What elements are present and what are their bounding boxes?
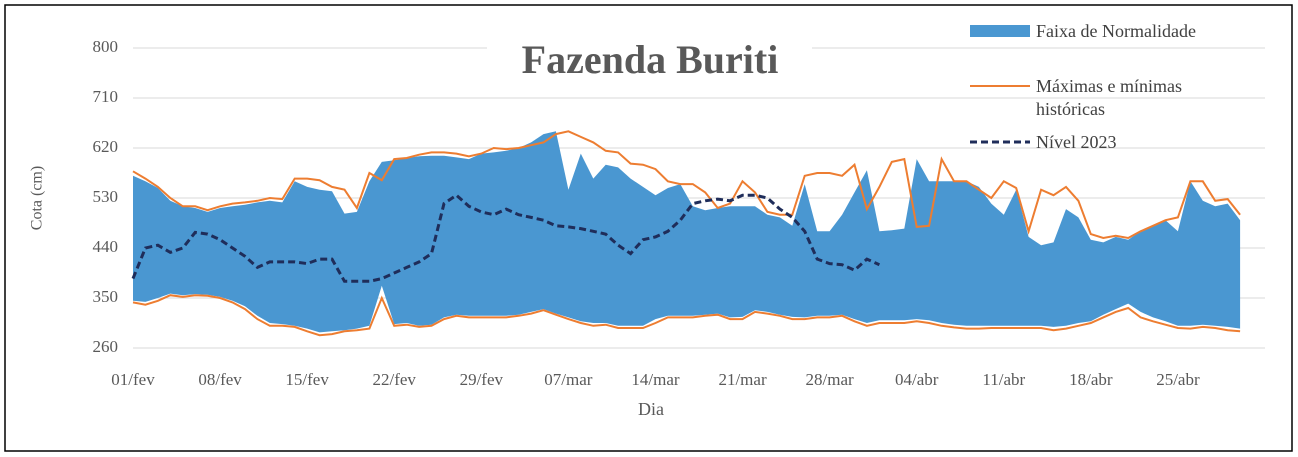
- x-tick-label: 22/fev: [373, 370, 417, 389]
- x-tick-label: 18/abr: [1069, 370, 1113, 389]
- historic-min-line: [132, 294, 1241, 337]
- x-tick-label: 14/mar: [631, 370, 679, 389]
- y-tick-label: 260: [93, 337, 119, 356]
- title-background: [487, 38, 812, 88]
- x-tick-label: 15/fev: [285, 370, 329, 389]
- y-tick-label: 350: [93, 287, 119, 306]
- y-axis-label: Cota (cm): [29, 166, 46, 230]
- x-tick-label: 07/mar: [544, 370, 592, 389]
- legend-label: Nível 2023: [1036, 132, 1117, 152]
- y-tick-label: 800: [93, 37, 119, 56]
- level-line: [131, 193, 881, 283]
- marks: [131, 130, 1241, 337]
- legend-swatch: [970, 25, 1030, 37]
- x-tick-label: 08/fev: [198, 370, 242, 389]
- x-tick-label: 29/fev: [460, 370, 504, 389]
- x-tick-label: 21/mar: [718, 370, 766, 389]
- x-tick-label: 01/fev: [111, 370, 155, 389]
- legend-label: Faixa de Normalidade: [1036, 21, 1196, 41]
- legend-label: Máximas e mínimas históricas: [1036, 76, 1182, 119]
- chart-title: Fazenda Buriti: [522, 37, 779, 82]
- x-tick-label: 11/abr: [982, 370, 1025, 389]
- x-tick-label: 25/abr: [1156, 370, 1200, 389]
- y-tick-label: 710: [93, 87, 119, 106]
- x-axis-label: Dia: [638, 399, 664, 419]
- historic-max-line: [132, 130, 1241, 240]
- y-tick-label: 530: [93, 187, 119, 206]
- x-tick-label: 04/abr: [895, 370, 939, 389]
- labels: 260 350 440 530 620 710 800 01/fev 08/fev 15/fev 2…: [93, 25, 1200, 389]
- x-tick-label: 28/mar: [806, 370, 854, 389]
- y-tick-label: 440: [93, 237, 119, 256]
- y-tick-label: 620: [93, 137, 119, 156]
